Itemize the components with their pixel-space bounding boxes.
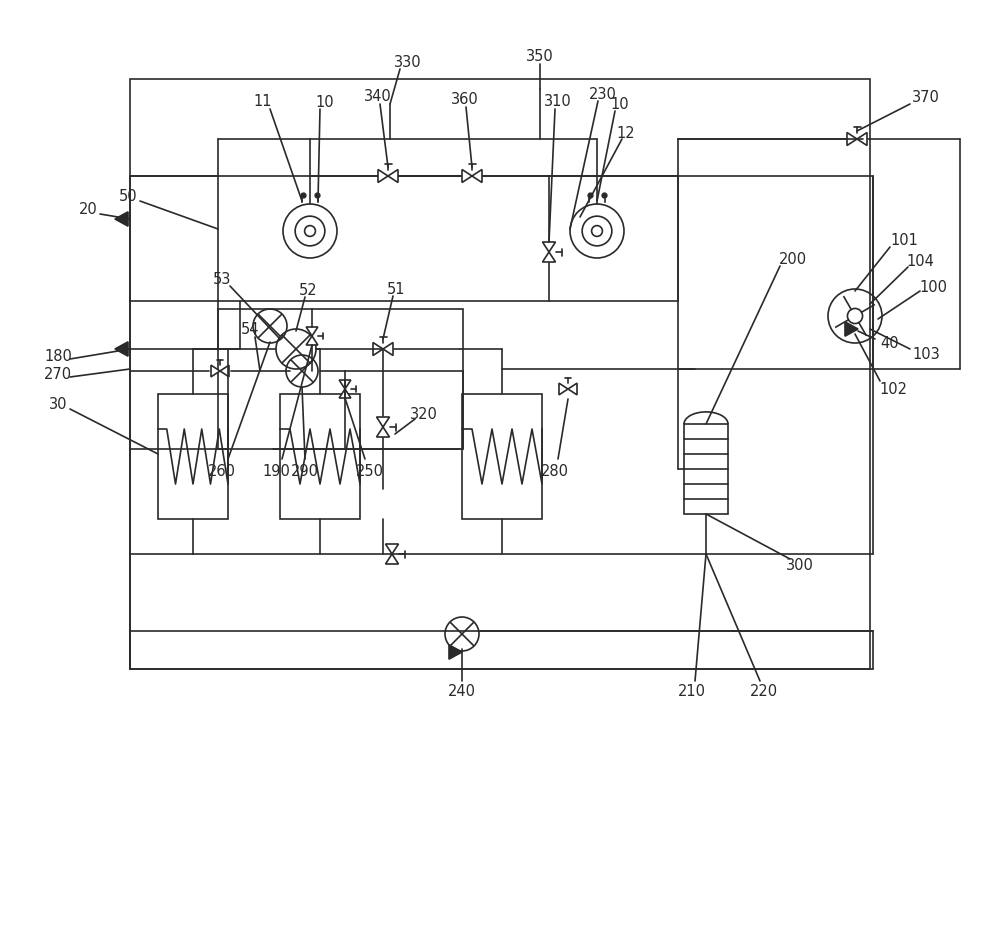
Polygon shape [383,343,393,356]
Polygon shape [462,170,472,182]
Bar [280,394,360,519]
Text: 104: 104 [906,253,934,269]
Text: 101: 101 [890,233,918,248]
Polygon shape [857,133,867,145]
Polygon shape [373,343,383,356]
Bar [462,394,542,519]
Text: 260: 260 [208,463,236,478]
Polygon shape [388,170,398,182]
Text: 103: 103 [912,346,940,362]
Text: 210: 210 [678,683,706,698]
Text: 54: 54 [241,322,259,337]
Text: 360: 360 [451,91,479,106]
Polygon shape [306,327,318,336]
Text: 280: 280 [541,463,569,478]
Polygon shape [211,365,220,377]
Bar [684,424,728,514]
Text: 290: 290 [291,463,319,478]
Polygon shape [847,133,857,145]
Text: 300: 300 [786,557,814,572]
Polygon shape [378,170,388,182]
Polygon shape [568,383,577,395]
Text: 10: 10 [611,97,629,111]
Text: 310: 310 [544,94,572,108]
Text: 230: 230 [589,86,617,102]
Polygon shape [376,427,390,437]
Bar [218,309,463,449]
Text: 40: 40 [881,336,899,350]
Polygon shape [339,380,351,389]
Polygon shape [386,554,398,564]
Polygon shape [472,170,482,182]
Text: 370: 370 [912,89,940,104]
Text: 11: 11 [254,94,272,108]
Text: 240: 240 [448,683,476,698]
Polygon shape [115,342,128,356]
Text: 100: 100 [919,280,947,294]
Text: 10: 10 [316,95,334,109]
Text: 270: 270 [44,366,72,381]
Polygon shape [542,252,556,262]
Text: 180: 180 [44,348,72,363]
Text: 30: 30 [49,397,67,412]
Text: 340: 340 [364,88,392,103]
Text: 102: 102 [879,381,907,397]
Text: 51: 51 [387,282,405,296]
Text: 200: 200 [779,251,807,267]
Text: 190: 190 [262,463,290,478]
Bar [130,79,870,669]
Text: 220: 220 [750,683,778,698]
Polygon shape [306,336,318,345]
Bar [218,176,678,301]
Text: 320: 320 [410,406,438,421]
Polygon shape [449,645,462,660]
Text: 52: 52 [299,283,317,297]
Text: 12: 12 [617,125,635,140]
Text: 350: 350 [526,48,554,64]
Bar [678,176,873,369]
Text: 50: 50 [119,189,137,203]
Polygon shape [386,544,398,554]
Text: 20: 20 [79,201,97,216]
Polygon shape [115,212,128,226]
Text: 330: 330 [394,54,422,69]
Polygon shape [376,417,390,427]
Polygon shape [559,383,568,395]
Bar [158,394,228,519]
Text: 53: 53 [213,271,231,287]
Polygon shape [220,365,229,377]
Polygon shape [845,322,858,336]
Polygon shape [542,242,556,252]
Text: 250: 250 [356,463,384,478]
Polygon shape [339,389,351,398]
